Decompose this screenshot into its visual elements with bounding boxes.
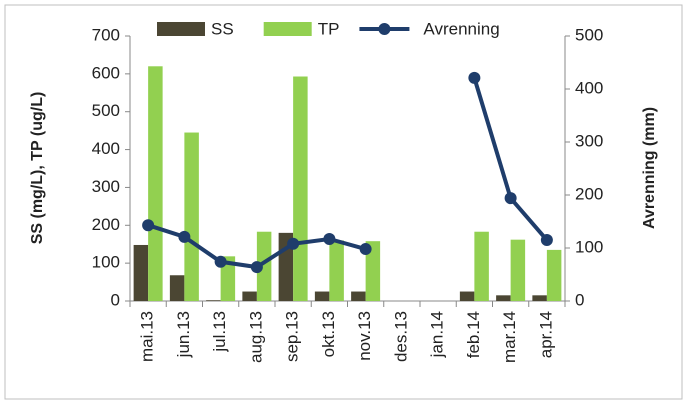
y2-tick-label: 400: [575, 78, 603, 97]
bar: [169, 275, 185, 301]
legend-swatch: [263, 22, 312, 36]
line-marker: [178, 230, 191, 243]
bar: [496, 295, 511, 301]
y-tick-label: 200: [92, 215, 120, 234]
y-tick-label: 0: [111, 290, 120, 309]
y2-tick-label: 0: [575, 290, 584, 309]
legend-label: Avrenning: [423, 19, 499, 38]
bar: [148, 66, 163, 302]
x-tick-label: jul.13: [210, 311, 229, 353]
legend-label: SS: [211, 19, 234, 38]
y2-tick-label: 300: [575, 131, 603, 150]
y-tick-label: 500: [92, 101, 120, 120]
x-tick-label: jun.13: [174, 311, 193, 358]
bar: [184, 132, 199, 301]
bar: [474, 231, 489, 301]
legend-label: TP: [318, 19, 340, 38]
y2-tick-label: 100: [575, 237, 603, 256]
line-marker: [468, 71, 481, 84]
line-marker: [359, 243, 372, 256]
y-tick-label: 600: [92, 63, 120, 82]
bar: [133, 244, 149, 301]
bar: [351, 291, 366, 301]
line-marker: [214, 255, 227, 268]
x-tick-label: nov.13: [355, 311, 374, 361]
bar: [532, 295, 547, 301]
x-tick-label: mai.13: [138, 311, 157, 362]
x-tick-label: aug.13: [246, 311, 265, 363]
line-marker: [142, 219, 155, 232]
chart-frame: [4, 4, 683, 400]
x-tick-label: mar.14: [500, 311, 519, 363]
line-marker: [323, 232, 336, 245]
bar: [206, 300, 221, 301]
line-marker: [287, 237, 300, 250]
line-marker: [540, 234, 553, 247]
bar: [459, 291, 475, 301]
x-tick-label: apr.14: [536, 311, 555, 358]
bar: [242, 291, 257, 301]
line-marker: [504, 192, 517, 205]
x-tick-label: jan.14: [428, 311, 447, 358]
bar: [329, 240, 344, 301]
x-tick-label: des.13: [391, 311, 410, 362]
y2-tick-label: 500: [575, 25, 603, 44]
y2-tick-label: 200: [575, 184, 603, 203]
line-marker: [250, 261, 263, 274]
bar: [314, 291, 330, 301]
y-tick-label: 300: [92, 177, 120, 196]
bar: [256, 231, 272, 301]
bar: [220, 256, 236, 301]
bar: [510, 239, 526, 301]
legend-swatch: [157, 22, 205, 36]
y-tick-label: 400: [92, 139, 120, 158]
x-tick-label: feb.14: [464, 311, 483, 358]
bar: [293, 76, 308, 301]
x-tick-label: okt.13: [319, 311, 338, 357]
y-tick-label: 700: [92, 25, 120, 44]
legend-swatch: [378, 23, 391, 35]
bar: [365, 241, 381, 301]
y2-axis-title: Avrenning (mm): [641, 107, 658, 229]
bar: [546, 249, 562, 301]
x-tick-label: sep.13: [283, 311, 302, 362]
y-axis-title: SS (mg/L), TP (ug/L): [29, 92, 46, 245]
y-tick-label: 100: [92, 253, 120, 272]
